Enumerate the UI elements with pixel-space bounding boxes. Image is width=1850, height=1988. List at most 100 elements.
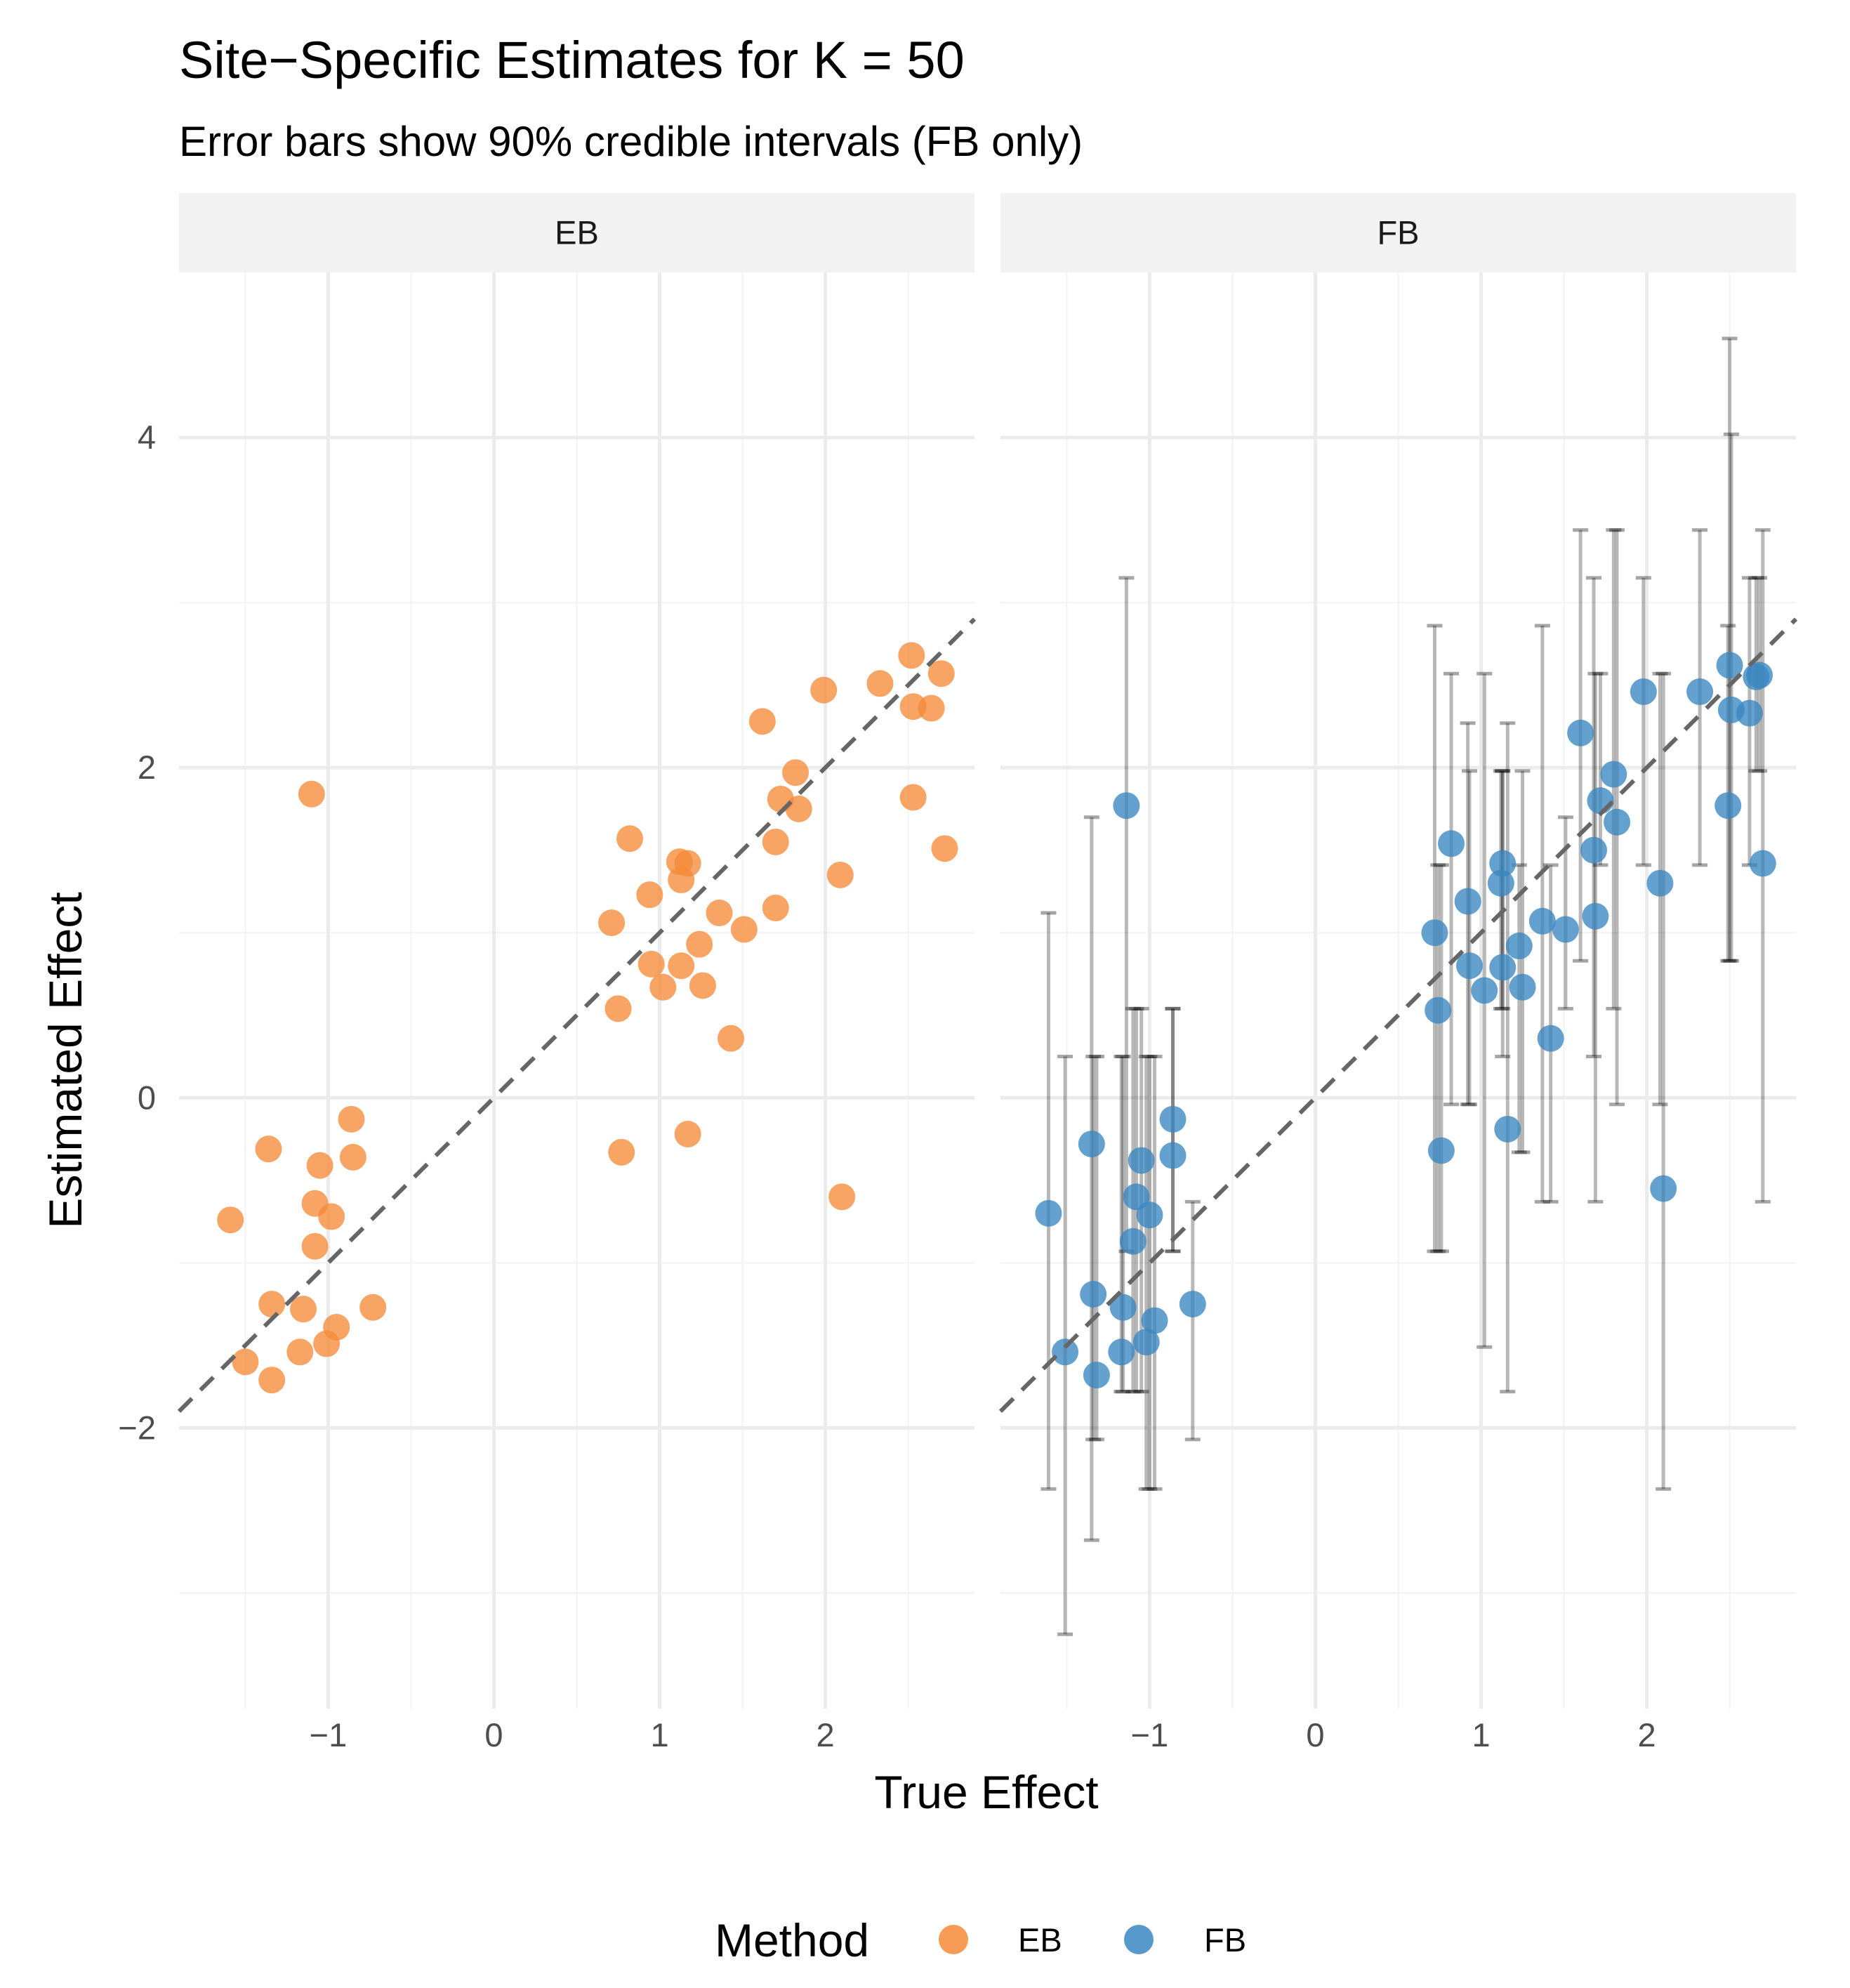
chart-title: Site−Specific Estimates for K = 50 (179, 31, 965, 89)
legend: Method EB FB (715, 1914, 1246, 1966)
data-point (1159, 1105, 1187, 1133)
y-tick-label: −2 (118, 1409, 156, 1446)
data-point (1455, 952, 1483, 980)
data-point (217, 1206, 244, 1234)
data-point (636, 881, 663, 909)
legend-swatch-fb (1124, 1925, 1154, 1954)
data-point (255, 1135, 282, 1163)
data-point (706, 900, 733, 927)
data-point (1604, 808, 1631, 836)
data-point (1580, 836, 1608, 864)
data-point (637, 950, 665, 977)
data-point (258, 1367, 286, 1394)
data-point (338, 1105, 365, 1133)
reference-line (998, 617, 1798, 1414)
data-point (1136, 1202, 1163, 1229)
strip-label: FB (1377, 214, 1419, 251)
strip-background (179, 193, 974, 272)
data-point (649, 973, 677, 1001)
data-point (1471, 977, 1498, 1004)
data-point (1438, 830, 1465, 857)
data-point (258, 1291, 286, 1318)
x-tick-label: 1 (1472, 1716, 1490, 1753)
data-point (931, 835, 958, 862)
legend-swatch-eb (939, 1925, 968, 1954)
data-point (232, 1348, 259, 1376)
legend-title: Method (715, 1914, 869, 1966)
y-axis-tick-labels: −2 0 2 4 (118, 419, 156, 1446)
data-point (674, 850, 701, 877)
data-point (1083, 1362, 1110, 1389)
data-point (668, 952, 695, 980)
data-point (1132, 1329, 1160, 1356)
data-point (899, 784, 927, 811)
data-point (1646, 869, 1674, 897)
data-point (318, 1203, 345, 1230)
data-point (927, 660, 955, 687)
data-point (1489, 954, 1517, 981)
data-point (1179, 1291, 1206, 1318)
data-point (313, 1330, 341, 1357)
data-point (1489, 850, 1517, 877)
data-point (1509, 973, 1536, 1001)
data-point (1141, 1307, 1168, 1334)
x-tick-label: 1 (650, 1716, 668, 1753)
legend-label-eb: EB (1018, 1921, 1062, 1959)
panel-fb: FB −1 0 1 2 (998, 193, 1798, 1753)
data-point (1454, 888, 1481, 915)
data-point (1128, 1147, 1155, 1174)
data-point (918, 695, 945, 722)
data-point (339, 1143, 366, 1171)
data-point (762, 828, 789, 855)
data-point (748, 708, 776, 735)
data-point (782, 759, 810, 786)
y-tick-label: 4 (138, 419, 156, 456)
x-tick-label: 2 (816, 1716, 834, 1753)
data-point (1119, 1227, 1147, 1255)
data-point (762, 894, 789, 921)
data-point (1505, 933, 1533, 960)
data-point (1552, 916, 1579, 943)
data-point (306, 1152, 333, 1179)
x-tick-label: −1 (1131, 1716, 1169, 1753)
data-point (1600, 761, 1627, 788)
data-point (616, 825, 644, 853)
x-tick-label: 2 (1637, 1716, 1656, 1753)
data-point (898, 642, 925, 669)
reference-line (177, 617, 977, 1414)
data-point (785, 795, 812, 822)
data-point (1494, 1115, 1521, 1143)
strip-label: EB (555, 214, 599, 251)
data-point (1582, 902, 1609, 930)
data-point (598, 909, 626, 937)
data-point (1159, 1142, 1187, 1169)
data-point (1108, 1338, 1135, 1366)
data-point (674, 1121, 701, 1147)
chart-subtitle: Error bars show 90% credible intervals (… (179, 118, 1083, 165)
data-point (608, 1138, 635, 1166)
data-point (1743, 663, 1770, 690)
data-point (1487, 869, 1514, 897)
data-point (286, 1338, 314, 1366)
data-point (1052, 1338, 1079, 1366)
data-point (1587, 787, 1614, 815)
x-tick-label: 0 (1306, 1716, 1324, 1753)
panel-eb: EB −1 0 1 2 (177, 193, 977, 1753)
data-point (1567, 719, 1594, 746)
y-tick-label: 0 (138, 1079, 156, 1116)
data-point (1035, 1199, 1062, 1227)
data-point (1749, 850, 1776, 877)
data-point (1109, 1293, 1137, 1321)
data-point (359, 1293, 387, 1321)
data-point (1080, 1281, 1107, 1308)
x-axis-title: True Effect (874, 1766, 1098, 1818)
data-point (1528, 907, 1556, 935)
x-tick-label: 0 (484, 1716, 503, 1753)
data-point (828, 1183, 856, 1211)
y-tick-label: 2 (138, 749, 156, 786)
data-point (689, 972, 716, 999)
y-axis-title: Estimated Effect (39, 892, 91, 1228)
data-point (1736, 699, 1763, 727)
data-point (301, 1232, 329, 1260)
